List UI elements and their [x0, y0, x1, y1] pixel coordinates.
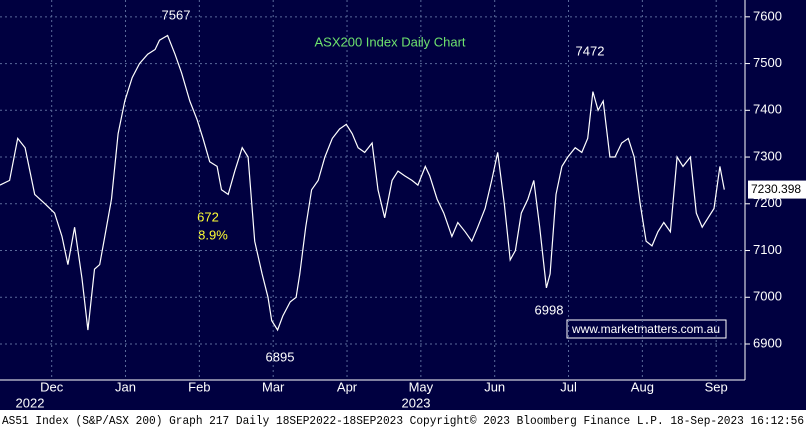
annotation: 6895 — [266, 349, 295, 364]
chart-title: ASX200 Index Daily Chart — [314, 34, 465, 49]
x-tick-label: Apr — [337, 379, 358, 394]
annotation: 6998 — [535, 302, 564, 317]
x-tick-label: Sep — [705, 379, 728, 394]
price-line — [0, 34, 725, 332]
annotation: 672 — [197, 209, 219, 224]
last-price: 7230.398 — [751, 182, 801, 196]
x-tick-label: Jun — [484, 379, 505, 394]
watermark-box — [566, 319, 727, 339]
y-tick-label: 7200 — [753, 195, 782, 210]
x-tick-label: Dec — [40, 379, 64, 394]
y-tick-label: 7100 — [753, 242, 782, 257]
year-label: 2022 — [16, 395, 45, 410]
watermark: www.marketmatters.com.au — [571, 322, 720, 336]
x-tick-label: Jan — [115, 379, 136, 394]
annotation: 7567 — [162, 7, 191, 22]
x-tick-label: Mar — [262, 379, 285, 394]
y-tick-label: 7400 — [753, 102, 782, 117]
y-tick-label: 7300 — [753, 148, 782, 163]
background — [0, 0, 806, 410]
x-tick-label: Aug — [631, 379, 654, 394]
annotation: 8.9% — [198, 227, 228, 242]
year-label: 2023 — [402, 395, 431, 410]
last-price-box — [748, 180, 806, 199]
x-tick-label: Jul — [560, 379, 577, 394]
y-tick-label: 7000 — [753, 289, 782, 304]
footer: AS51 Index (S&P/ASX 200) Graph 217 Daily… — [2, 414, 804, 428]
y-tick-label: 7600 — [753, 8, 782, 23]
x-tick-label: Feb — [188, 379, 210, 394]
x-tick-label: May — [409, 379, 434, 394]
annotation: 7472 — [576, 43, 605, 58]
y-tick-label: 6900 — [753, 335, 782, 350]
y-tick-label: 7500 — [753, 55, 782, 70]
